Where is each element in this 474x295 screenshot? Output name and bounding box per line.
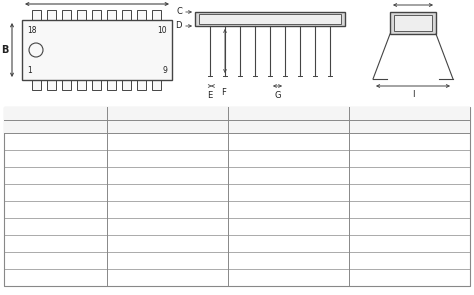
Bar (195, 12, 345, 26)
Text: 115: 115 (158, 171, 176, 180)
Text: G: G (52, 239, 59, 248)
Bar (137, 80, 146, 90)
Text: 18: 18 (27, 26, 36, 35)
Text: —: — (284, 273, 293, 282)
Text: —: — (284, 188, 293, 197)
Text: Symbol: Symbol (36, 109, 74, 118)
Bar (78, 10, 86, 20)
Text: 1: 1 (27, 66, 32, 75)
Bar (153, 10, 162, 20)
Text: B: B (52, 154, 58, 163)
Text: —: — (284, 154, 293, 163)
Bar (4, 120, 470, 133)
Text: D: D (175, 22, 182, 30)
Text: Dimensions in mil: Dimensions in mil (243, 109, 334, 118)
Text: E: E (207, 91, 213, 100)
Text: —: — (284, 137, 293, 146)
Text: Max.: Max. (397, 122, 421, 131)
Text: 150: 150 (401, 188, 418, 197)
Text: 325: 325 (401, 256, 418, 265)
Text: —: — (284, 256, 293, 265)
Text: E: E (53, 205, 58, 214)
Text: 70: 70 (404, 222, 415, 231)
Text: Nom.: Nom. (275, 122, 301, 131)
Bar (4, 107, 470, 286)
Bar (47, 80, 56, 90)
Text: 280: 280 (401, 154, 418, 163)
Bar (33, 10, 42, 20)
Bar (47, 10, 56, 20)
Text: —: — (284, 222, 293, 231)
Text: 300: 300 (158, 256, 176, 265)
Bar (92, 10, 101, 20)
Bar (108, 80, 117, 90)
Text: 10: 10 (157, 26, 167, 35)
Text: C: C (176, 7, 182, 17)
Text: —: — (284, 205, 293, 214)
Text: H: H (410, 0, 416, 2)
Text: 100: 100 (280, 239, 297, 248)
Bar (33, 80, 42, 90)
Bar (4, 107, 470, 120)
Text: 430: 430 (401, 273, 418, 282)
Text: —: — (163, 273, 172, 282)
Bar (63, 10, 72, 20)
Bar (122, 80, 131, 90)
Bar (199, 14, 341, 24)
Text: —: — (405, 239, 414, 248)
Bar (78, 80, 86, 90)
Bar (394, 15, 432, 31)
Bar (137, 10, 146, 20)
Bar (108, 10, 117, 20)
Text: 240: 240 (159, 154, 175, 163)
Text: 9: 9 (162, 66, 167, 75)
Text: G: G (274, 91, 281, 100)
Text: 22: 22 (404, 205, 415, 214)
Text: Min.: Min. (156, 122, 178, 131)
Text: 115: 115 (158, 188, 176, 197)
Text: F: F (53, 222, 58, 231)
Bar (92, 80, 101, 90)
Text: D: D (52, 188, 59, 197)
Text: 45: 45 (162, 222, 173, 231)
Text: 195: 195 (401, 171, 418, 180)
Text: A: A (52, 137, 58, 146)
Bar (122, 10, 131, 20)
Text: F: F (221, 88, 227, 97)
Text: H: H (52, 256, 59, 265)
Bar (153, 80, 162, 90)
Text: B: B (1, 45, 9, 55)
Text: C: C (52, 171, 58, 180)
Text: —: — (163, 239, 172, 248)
Text: —: — (284, 171, 293, 180)
Text: 880: 880 (158, 137, 176, 146)
Bar (390, 12, 436, 34)
Text: 14: 14 (162, 205, 173, 214)
Text: 920: 920 (401, 137, 418, 146)
Text: I: I (54, 273, 56, 282)
Bar (63, 80, 72, 90)
Bar (22, 20, 172, 80)
Text: I: I (412, 90, 414, 99)
